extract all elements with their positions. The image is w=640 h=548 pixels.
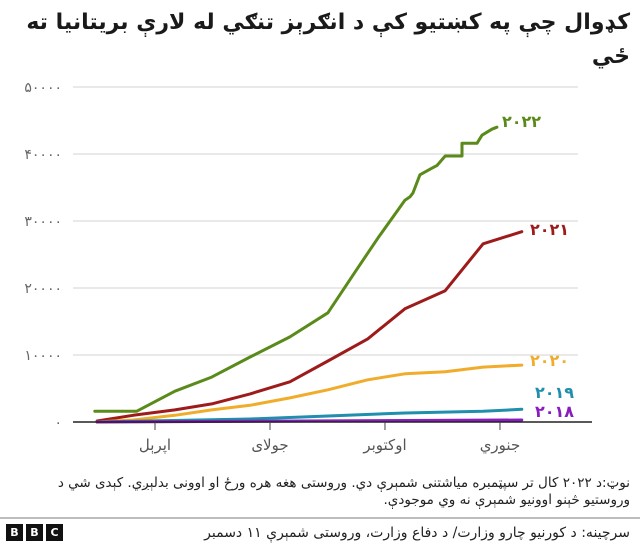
- y-tick-label: ۱۰۰۰۰: [24, 348, 62, 364]
- logo-letter-b1: B: [6, 524, 23, 541]
- chart-title: کډوال چې په کښتیو کې د انګرېز تنګي له لا…: [26, 10, 630, 69]
- logo-letter-c: C: [46, 524, 63, 541]
- series-line-2019: [95, 407, 524, 424]
- series-label-2022: ۲۰۲۲: [502, 112, 541, 131]
- x-tick-label: جولای: [251, 436, 288, 454]
- series-lines: [93, 125, 524, 424]
- series-label-2018: ۲۰۱۸: [535, 402, 574, 421]
- bbc-logo: B B C: [6, 524, 63, 541]
- series-line-2021: [95, 230, 524, 423]
- logo-letter-b2: B: [26, 524, 43, 541]
- x-tick-label: جنوري: [480, 436, 521, 455]
- y-axis-labels: ۰ ۱۰۰۰۰ ۲۰۰۰۰ ۳۰۰۰۰ ۴۰۰۰۰ ۵۰۰۰۰: [24, 80, 62, 431]
- y-tick-label: ۴۰۰۰۰: [24, 147, 62, 163]
- y-tick-label: ۳۰۰۰۰: [24, 214, 62, 230]
- gridlines: [73, 86, 578, 356]
- x-tick-label: اوکتوبر: [362, 436, 406, 454]
- line-chart: ۰ ۱۰۰۰۰ ۲۰۰۰۰ ۳۰۰۰۰ ۴۰۰۰۰ ۵۰۰۰۰ اپرېل جولای اوک…: [24, 80, 592, 455]
- y-tick-label: ۵۰۰۰۰: [24, 80, 62, 96]
- series-label-2019: ۲۰۱۹: [535, 383, 574, 402]
- series-label-2021: ۲۰۲۱: [530, 220, 569, 239]
- footer: B B C سرچینه: د کورنیو چارو وزارت/ د دفا…: [0, 522, 640, 548]
- series-line-2020: [95, 363, 524, 424]
- y-tick-label: ۰: [54, 415, 62, 431]
- series-line-2022: [93, 125, 499, 413]
- source-text: سرچینه: د کورنیو چارو وزارت/ د دفاع وزار…: [204, 525, 630, 541]
- y-tick-label: ۲۰۰۰۰: [24, 281, 62, 297]
- x-axis-labels: اپرېل جولای اوکتوبر جنوري: [139, 422, 520, 455]
- footer-divider: [0, 517, 640, 519]
- x-tick-label: اپرېل: [139, 436, 171, 455]
- footnote: نوټ:د ۲۰۲۲ کال تر سپټمبره میاشتنی شمېرې …: [57, 475, 630, 508]
- series-label-2020: ۲۰۲۰: [530, 351, 569, 370]
